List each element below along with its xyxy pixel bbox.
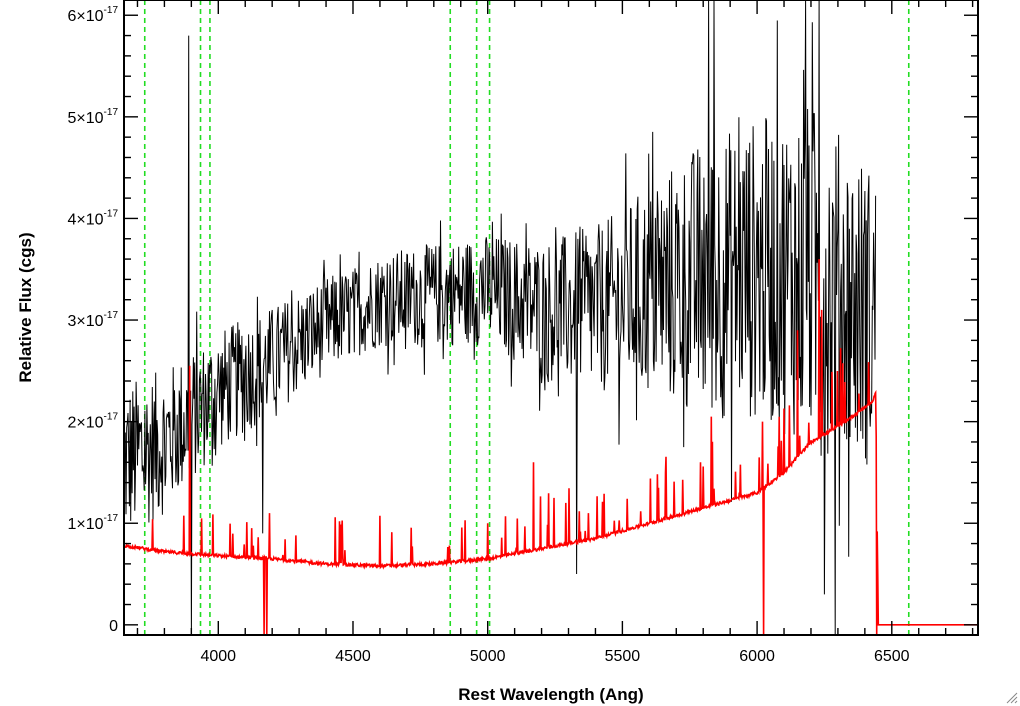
x-axis-title: Rest Wavelength (Ang) [458, 685, 643, 704]
resize-grip-icon[interactable] [1004, 690, 1018, 704]
y-tick-label: 6×10-17 [68, 5, 119, 25]
y-tick-label: 5×10-17 [68, 107, 119, 127]
y-axis-title: Relative Flux (cgs) [16, 232, 35, 382]
x-tick-label-6500: 6500 [874, 648, 910, 665]
y-tick-label: 0 [109, 618, 118, 635]
x-tick-labels: 4000 4500 5000 5500 6000 6500 [200, 648, 909, 665]
x-tick-label-4500: 4500 [335, 648, 371, 665]
series-group [124, 0, 978, 635]
y-tick-label: 3×10-17 [68, 310, 119, 330]
x-tick-label-6000: 6000 [739, 648, 775, 665]
y-tick-label: 2×10-17 [68, 412, 119, 432]
x-tick-label-5500: 5500 [605, 648, 641, 665]
x-tick-label-5000: 5000 [470, 648, 506, 665]
plot-frame [123, 0, 979, 636]
observed-spectrum-line [124, 0, 877, 635]
axis-ticks [124, 0, 978, 635]
x-tick-label-4000: 4000 [200, 648, 236, 665]
y-tick-label: 4×10-17 [68, 208, 119, 228]
y-tick-label: 1×10-17 [68, 513, 119, 533]
model-spectrum-line [124, 259, 978, 635]
y-tick-labels: 0 1×10-17 2×10-17 3×10-17 4×10-17 5×10-17 6×10… [68, 5, 119, 635]
